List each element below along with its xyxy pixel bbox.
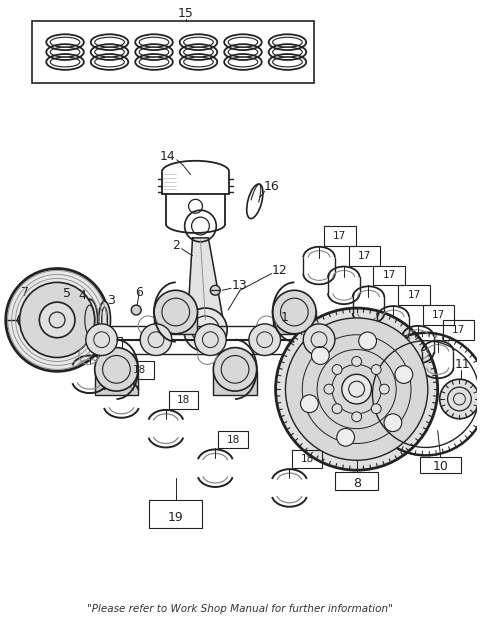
- Circle shape: [395, 365, 413, 384]
- Circle shape: [303, 324, 335, 355]
- Text: 7: 7: [21, 286, 28, 299]
- Polygon shape: [188, 238, 223, 320]
- Text: 1: 1: [280, 311, 288, 325]
- Circle shape: [276, 308, 438, 470]
- Bar: [95, 371, 138, 395]
- Circle shape: [342, 374, 372, 404]
- Circle shape: [95, 348, 138, 391]
- Bar: [443, 320, 474, 340]
- Text: 16: 16: [264, 180, 279, 193]
- Circle shape: [154, 290, 197, 333]
- Circle shape: [18, 313, 32, 327]
- Text: 2: 2: [172, 239, 180, 252]
- Bar: [33, 21, 314, 83]
- Text: 18: 18: [300, 454, 314, 464]
- Bar: [423, 305, 455, 325]
- Circle shape: [131, 305, 141, 315]
- Bar: [169, 391, 199, 409]
- Bar: [149, 500, 203, 528]
- Bar: [154, 310, 197, 333]
- Bar: [420, 457, 461, 473]
- Circle shape: [194, 324, 226, 355]
- Circle shape: [324, 384, 334, 394]
- Text: 15: 15: [178, 7, 193, 20]
- Bar: [124, 362, 154, 379]
- Circle shape: [337, 428, 355, 447]
- Text: 17: 17: [408, 290, 420, 300]
- Text: 8: 8: [353, 477, 360, 489]
- Text: 18: 18: [177, 395, 190, 405]
- Text: 18: 18: [132, 365, 146, 376]
- Bar: [292, 450, 322, 468]
- Circle shape: [352, 412, 361, 422]
- Text: 17: 17: [432, 310, 445, 320]
- Text: 17: 17: [333, 231, 347, 241]
- Text: 4: 4: [78, 289, 86, 301]
- Bar: [335, 472, 378, 490]
- Ellipse shape: [82, 299, 97, 340]
- Bar: [373, 266, 405, 285]
- Bar: [349, 246, 380, 266]
- Text: 14: 14: [160, 150, 176, 163]
- Circle shape: [140, 324, 172, 355]
- Bar: [218, 431, 248, 448]
- Circle shape: [273, 290, 316, 333]
- Bar: [213, 371, 257, 395]
- Text: 19: 19: [168, 511, 184, 524]
- Circle shape: [352, 357, 361, 366]
- Circle shape: [286, 318, 428, 460]
- Circle shape: [39, 302, 75, 338]
- Text: 17: 17: [452, 325, 465, 335]
- Circle shape: [440, 379, 479, 419]
- Circle shape: [213, 348, 257, 391]
- Text: 6: 6: [135, 286, 143, 299]
- Text: "Please refer to Work Shop Manual for further information": "Please refer to Work Shop Manual for fu…: [87, 605, 393, 614]
- Circle shape: [371, 365, 381, 374]
- Circle shape: [184, 308, 227, 352]
- Text: 10: 10: [432, 460, 449, 473]
- Text: 5: 5: [63, 287, 71, 300]
- Circle shape: [319, 359, 339, 379]
- Text: 18: 18: [101, 340, 114, 350]
- Text: 3: 3: [108, 294, 116, 306]
- Circle shape: [86, 324, 118, 355]
- Text: 9: 9: [310, 343, 318, 356]
- Circle shape: [359, 332, 376, 350]
- Circle shape: [332, 404, 342, 414]
- Bar: [398, 285, 430, 305]
- Bar: [93, 337, 122, 355]
- Circle shape: [20, 283, 95, 357]
- Text: 12: 12: [272, 264, 288, 277]
- Text: 17: 17: [358, 251, 371, 261]
- Circle shape: [6, 269, 108, 371]
- Bar: [324, 226, 356, 246]
- Circle shape: [371, 404, 381, 414]
- Circle shape: [249, 324, 280, 355]
- Circle shape: [332, 365, 342, 374]
- Text: 17: 17: [383, 271, 396, 281]
- Bar: [273, 310, 316, 333]
- Circle shape: [384, 414, 402, 431]
- Circle shape: [210, 285, 220, 295]
- Circle shape: [300, 395, 318, 413]
- Circle shape: [312, 347, 329, 364]
- Circle shape: [379, 384, 389, 394]
- Text: 18: 18: [227, 435, 240, 445]
- Text: 13: 13: [232, 279, 248, 292]
- Ellipse shape: [99, 301, 110, 338]
- Text: 11: 11: [455, 358, 470, 371]
